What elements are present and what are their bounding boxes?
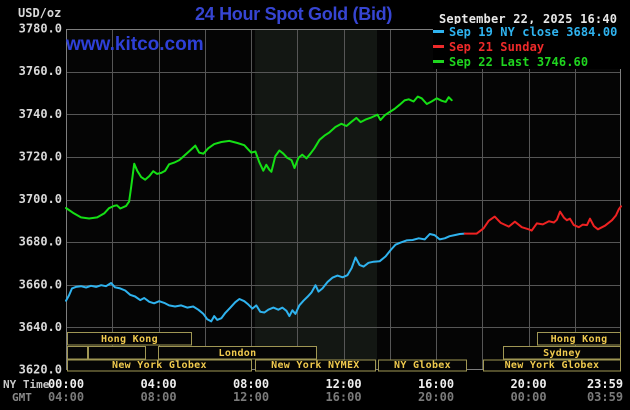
session-label: New York Globex [112,360,207,371]
page-title: 24 Hour Spot Gold (Bid) [194,4,393,24]
x-axis-tick-ny: 23:59 [587,377,623,391]
x-axis-tick-ny: 12:00 [325,377,361,391]
legend-item: Sep 22 Last 3746.60 [433,54,629,69]
y-axis-tick-label: 3700.0 [19,192,62,206]
session-label: Hong Kong [101,334,158,345]
y-axis-tick-label: 3620.0 [19,363,62,377]
x-axis-tick-ny: 16:00 [418,377,454,391]
session-box [66,345,88,360]
series-line [65,232,466,323]
session-box [537,332,622,346]
legend-dash-icon [433,30,444,33]
session-box [66,359,252,372]
session-label: New York Globex [505,360,600,371]
session-box [503,345,621,360]
kitco-watermark: www.kitco.com [66,34,204,55]
session-box [482,359,621,372]
session-box [158,345,317,360]
nymex-session-band [254,29,378,370]
legend-dash-icon [433,45,444,48]
y-axis-tick-label: 3680.0 [19,235,62,249]
x-axis-tick-gmt: 20:00 [418,390,454,404]
legend-label: Sep 22 Last 3746.60 [449,54,589,69]
legend-label: Sep 21 Sunday [449,39,545,54]
legend-item: Sep 21 Sunday [433,39,629,54]
chart-timestamp: September 22, 2025 16:40 [439,12,618,26]
y-axis-tick-label: 3660.0 [19,277,62,291]
x-axis-tick-ny: 04:00 [140,377,176,391]
session-box [254,359,376,372]
legend: Sep 19 NY close 3684.00 Sep 21 Sunday Sep … [433,24,629,69]
x-axis-row1-title: NY Time [3,378,50,391]
y-axis-tick-label: 3740.0 [19,107,62,121]
session-label: London [219,348,257,359]
x-axis-tick-gmt: 00:00 [510,390,546,404]
x-axis-tick-gmt: 12:00 [233,390,269,404]
x-axis-tick-gmt: 03:59 [587,390,623,404]
x-axis-tick-gmt: 16:00 [325,390,361,404]
session-box [87,345,147,360]
series-line [463,205,622,235]
session-label: Sydney [543,348,581,359]
legend-label: Sep 19 NY close 3684.00 [449,24,618,39]
y-axis-tick-label: 3780.0 [19,22,62,36]
session-label: New York NYMEX [271,360,360,371]
x-axis-tick-ny: 20:00 [510,377,546,391]
y-axis-tick-label: 3640.0 [19,320,62,334]
y-axis-units-label: USD/oz [18,6,62,20]
session-label: Hong Kong [551,334,608,345]
x-axis-row2-title: GMT [12,391,32,404]
session-box [66,332,193,346]
legend-dash-icon [433,60,444,63]
series-line [65,95,453,220]
x-axis-tick-ny: 00:00 [48,377,84,391]
x-axis-tick-gmt: 04:00 [48,390,84,404]
session-box [377,359,467,372]
session-label: NY Globex [394,360,451,371]
legend-item: Sep 19 NY close 3684.00 [433,24,629,39]
x-axis-tick-gmt: 08:00 [140,390,176,404]
y-axis-tick-label: 3720.0 [19,149,62,163]
x-axis-tick-ny: 08:00 [233,377,269,391]
y-axis-tick-label: 3760.0 [19,64,62,78]
